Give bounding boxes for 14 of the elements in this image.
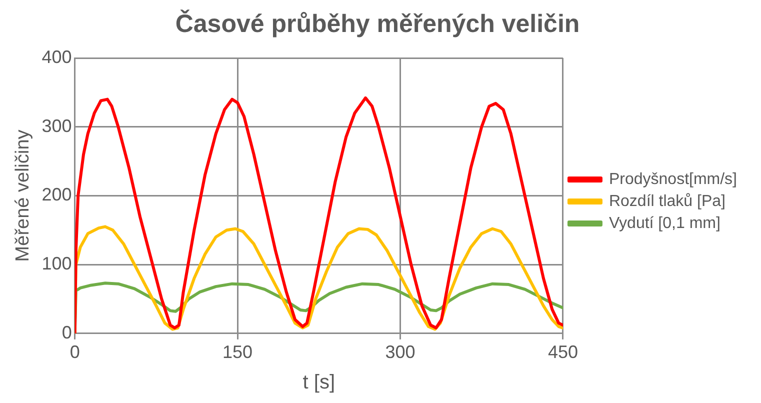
legend-label: Rozdíl tlaků [Pa] bbox=[608, 192, 726, 210]
y-axis-title: Měřené veličiny bbox=[12, 129, 34, 262]
legend-label: Vydutí [0,1 mm] bbox=[608, 214, 720, 232]
x-tick-label: 450 bbox=[548, 342, 578, 362]
legend-label: Prodyšnost[mm/s] bbox=[608, 170, 737, 188]
x-tick-label: 150 bbox=[222, 342, 253, 362]
chart-title: Časové průběhy měřených veličin bbox=[175, 8, 580, 38]
x-tick-label: 300 bbox=[385, 342, 416, 362]
y-tick-label: 100 bbox=[42, 254, 72, 274]
y-tick-label: 300 bbox=[42, 116, 72, 136]
x-axis-title: t [s] bbox=[302, 372, 336, 394]
y-tick-label: 0 bbox=[62, 322, 72, 342]
y-tick-label: 400 bbox=[42, 46, 72, 67]
y-tick-label: 200 bbox=[42, 184, 72, 205]
